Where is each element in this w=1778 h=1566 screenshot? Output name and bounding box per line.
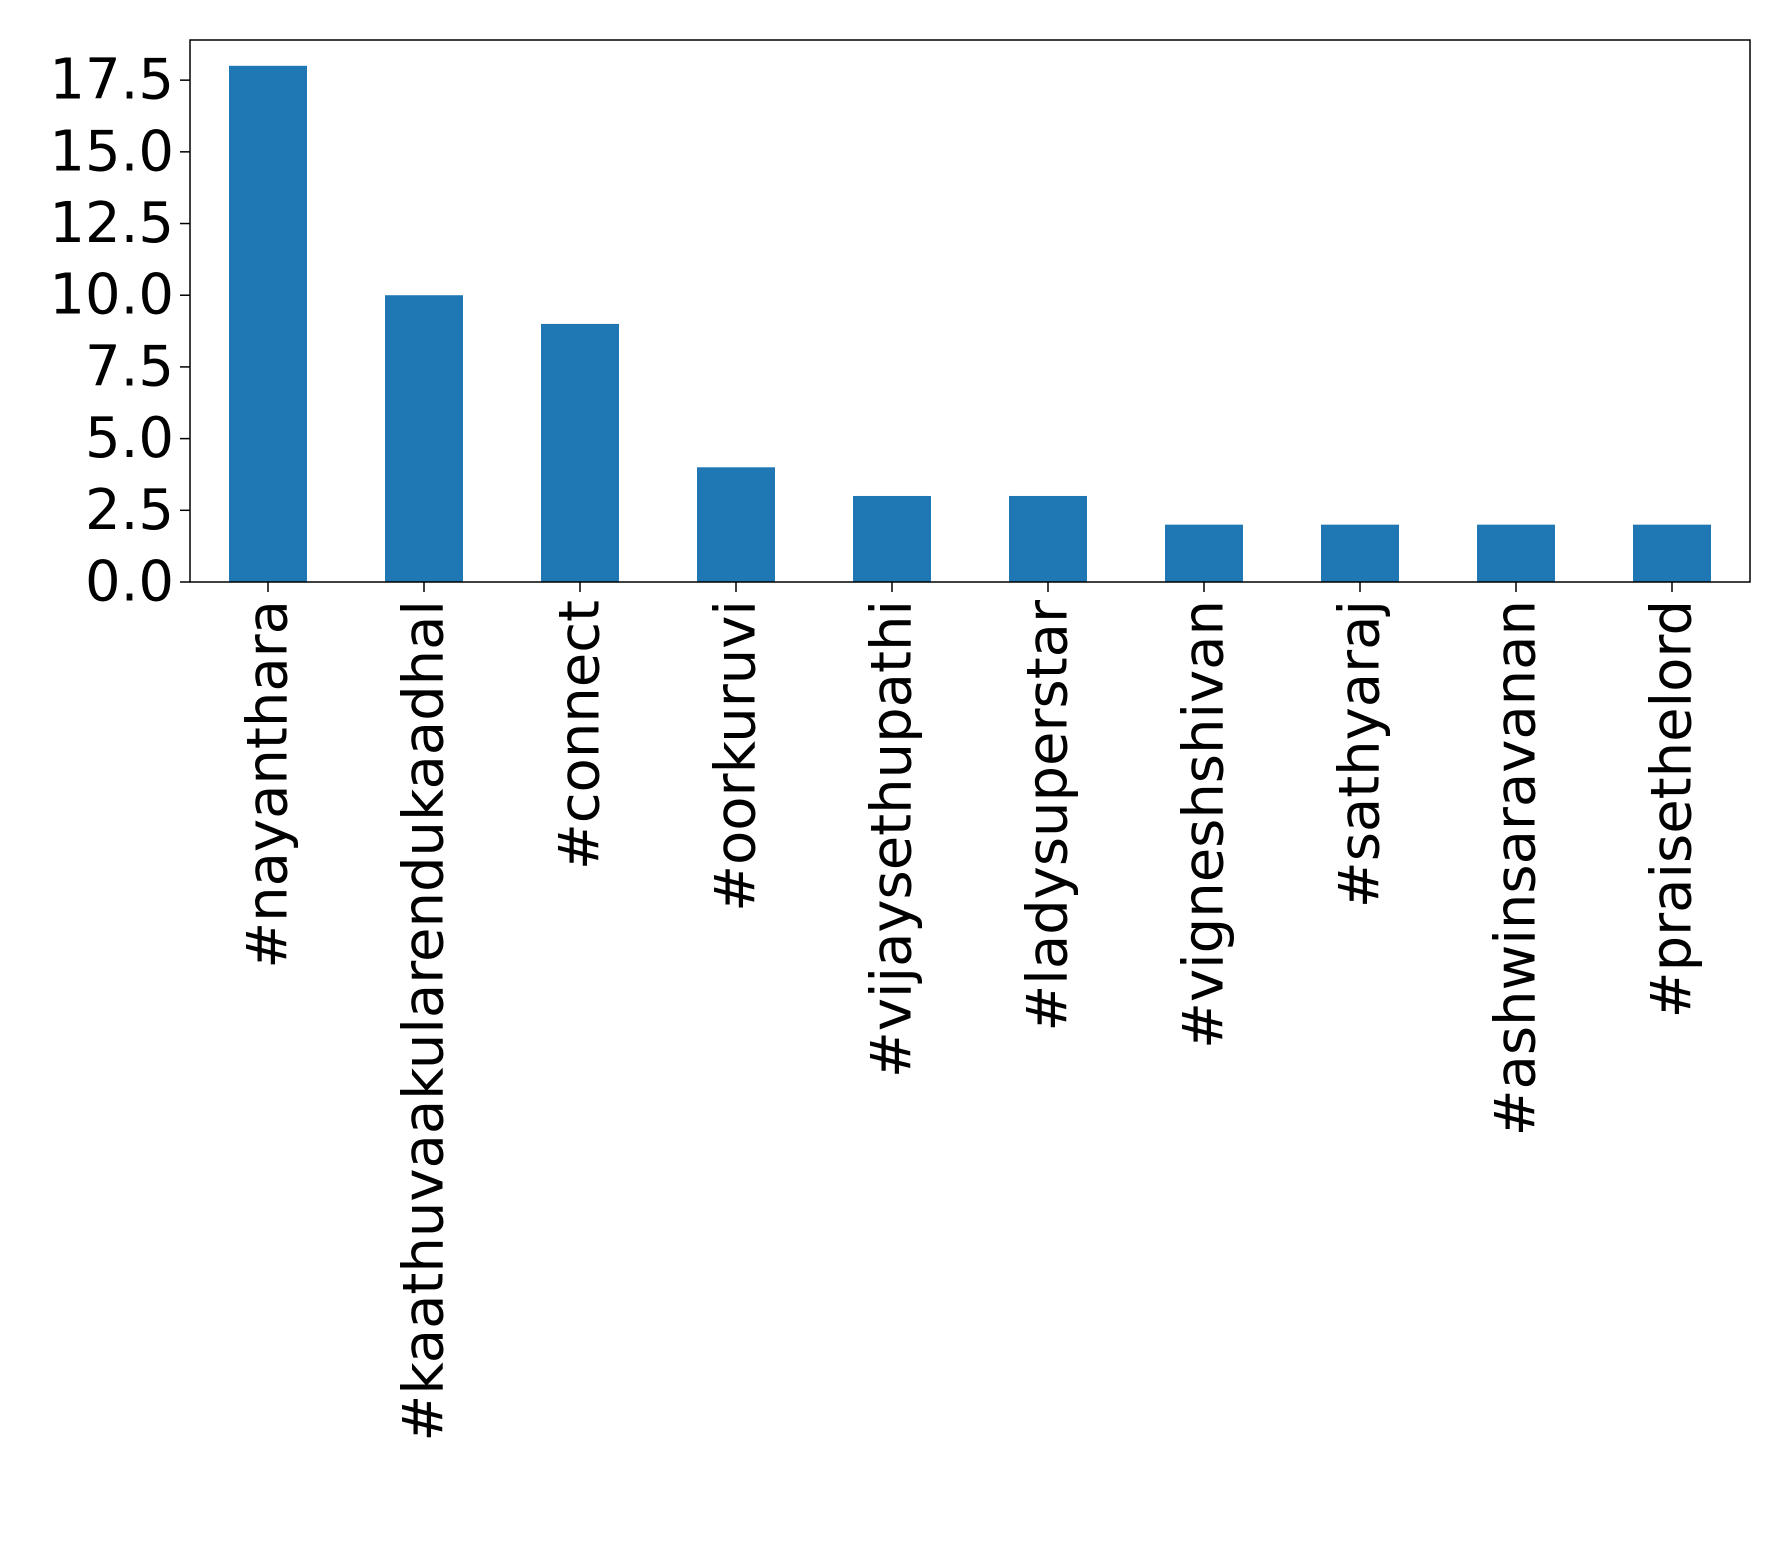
x-tick-label: #nayanthara bbox=[236, 600, 301, 969]
bar bbox=[1321, 524, 1399, 582]
x-tick-label: #sathyaraj bbox=[1328, 600, 1393, 908]
bars-group bbox=[229, 65, 1711, 583]
y-tick-label: 5.0 bbox=[85, 406, 174, 471]
x-axis: #nayanthara #kaathuvaakularendukaadhal #co… bbox=[236, 582, 1705, 1442]
bar bbox=[1633, 524, 1711, 582]
y-tick-label: 12.5 bbox=[49, 191, 174, 256]
y-axis: 0.0 2.5 5.0 7.510.0 12.5 15.017.5 bbox=[49, 48, 190, 615]
bar bbox=[229, 65, 307, 583]
plot-frame bbox=[189, 39, 1751, 583]
x-tick-label: #oorkuruvi bbox=[704, 600, 769, 912]
x-tick-label: #connect bbox=[548, 600, 613, 870]
x-tick-label: #vigneshshivan bbox=[1172, 600, 1237, 1049]
y-tick-label: 15.0 bbox=[49, 119, 174, 184]
x-tick-label: #ashwinsaravanan bbox=[1484, 600, 1549, 1136]
y-tick-label: 2.5 bbox=[85, 478, 174, 543]
y-tick-label: 17.5 bbox=[49, 48, 174, 113]
bar bbox=[853, 495, 931, 582]
bar bbox=[1009, 495, 1087, 582]
x-tick-label: #ladysuperstar bbox=[1016, 599, 1081, 1032]
bar bbox=[1477, 524, 1555, 582]
y-tick-label: 10.0 bbox=[49, 263, 174, 328]
y-tick-label: 0.0 bbox=[85, 550, 174, 615]
y-tick-label: 7.5 bbox=[85, 334, 174, 399]
bar bbox=[385, 295, 463, 582]
bar bbox=[1165, 524, 1243, 582]
x-tick-label: #kaathuvaakularendukaadhal bbox=[392, 600, 457, 1442]
x-tick-label: #vijaysethupathi bbox=[860, 600, 925, 1078]
bar bbox=[541, 323, 619, 582]
bar bbox=[697, 467, 775, 582]
x-tick-label: #praisethelord bbox=[1640, 600, 1705, 1018]
